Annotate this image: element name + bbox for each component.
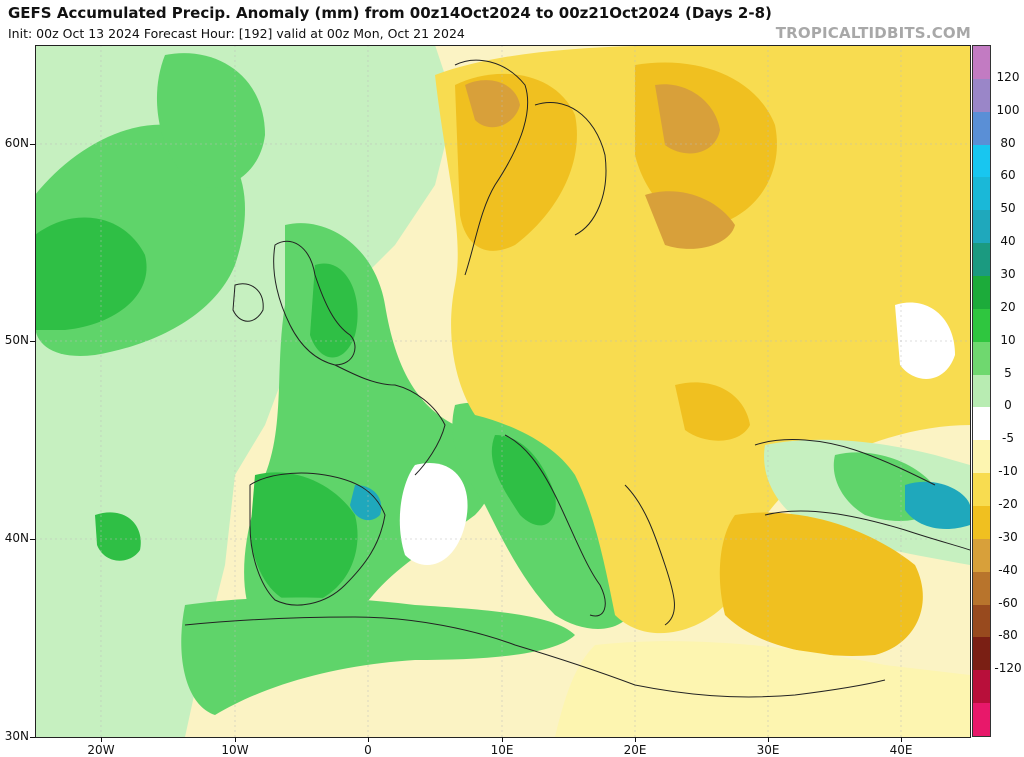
lat-tick bbox=[30, 539, 35, 540]
colorbar-label: 60 bbox=[1000, 168, 1016, 183]
uk-wet-core bbox=[310, 263, 358, 358]
east-europe-dry bbox=[435, 45, 970, 634]
lon-tick bbox=[235, 737, 236, 742]
colorbar-label: 20 bbox=[1000, 299, 1016, 314]
colorbar-segment bbox=[973, 473, 990, 507]
colorbar-label: 0 bbox=[1004, 398, 1012, 413]
italy-wet-core bbox=[491, 435, 556, 526]
balkans-dry bbox=[675, 382, 750, 441]
colorbar-segment bbox=[973, 144, 990, 178]
graticule bbox=[35, 45, 970, 737]
colorbar-label: -60 bbox=[998, 595, 1018, 610]
iberia-wet-core bbox=[250, 472, 358, 605]
colorbar-label: 40 bbox=[1000, 234, 1016, 249]
lat-label: 30N bbox=[4, 729, 29, 743]
colorbar-segment bbox=[973, 276, 990, 310]
colorbar-label: -20 bbox=[998, 497, 1018, 511]
chart-title: GEFS Accumulated Precip. Anomaly (mm) fr… bbox=[8, 4, 772, 22]
atlantic-green-2 bbox=[35, 217, 147, 330]
colorbar-label: 5 bbox=[1004, 365, 1012, 380]
colorbar-segment bbox=[973, 440, 990, 474]
colorbar-segment bbox=[973, 210, 990, 244]
precip-anomaly-map bbox=[35, 45, 970, 737]
coastlines bbox=[184, 59, 970, 698]
neutral-patch-east bbox=[895, 302, 955, 379]
neutral-patch-med bbox=[399, 463, 468, 565]
colorbar bbox=[972, 45, 991, 737]
lat-label: 60N bbox=[4, 136, 29, 150]
colorbar-label: 80 bbox=[1000, 135, 1016, 150]
colorbar-label: 10 bbox=[1000, 332, 1016, 347]
brand-watermark: TROPICALTIDBITS.COM bbox=[775, 24, 971, 42]
lon-tick bbox=[901, 737, 902, 742]
lon-tick bbox=[502, 737, 503, 742]
lat-label: 50N bbox=[4, 333, 29, 347]
colorbar-label: -5 bbox=[1002, 431, 1014, 446]
lon-tick bbox=[368, 737, 369, 742]
colorbar-segment bbox=[973, 703, 990, 737]
lon-label: 20E bbox=[623, 743, 647, 757]
colorbar-segment bbox=[973, 177, 990, 211]
colorbar-segment bbox=[973, 604, 990, 638]
colorbar-label: 50 bbox=[1000, 201, 1016, 216]
lat-tick bbox=[30, 737, 35, 738]
baltic-dry-core bbox=[655, 84, 720, 154]
lat-tick bbox=[30, 341, 35, 342]
chart-subtitle: Init: 00z Oct 13 2024 Forecast Hour: [19… bbox=[8, 26, 465, 41]
atlantic-cell-wet bbox=[95, 512, 141, 561]
colorbar-segment bbox=[973, 538, 990, 573]
colorbar-segment bbox=[973, 670, 990, 704]
colorbar-label: -120 bbox=[994, 661, 1022, 676]
colorbar-segment bbox=[973, 111, 990, 146]
colorbar-label: 30 bbox=[1000, 267, 1016, 281]
colorbar-segment bbox=[973, 46, 990, 80]
north-africa-wet bbox=[181, 597, 575, 715]
colorbar-label: -30 bbox=[998, 529, 1018, 544]
lon-tick bbox=[635, 737, 636, 742]
map-field-svg bbox=[35, 45, 970, 737]
lat-tick bbox=[30, 144, 35, 145]
colorbar-segment bbox=[973, 374, 990, 408]
colorbar-segment bbox=[973, 506, 990, 540]
atlantic-green-3 bbox=[156, 53, 265, 188]
lon-label: 30E bbox=[756, 743, 780, 757]
lon-label: 10E bbox=[490, 743, 514, 757]
colorbar-segment bbox=[973, 407, 990, 441]
lon-tick bbox=[101, 737, 102, 742]
lon-label: 20W bbox=[87, 743, 115, 757]
colorbar-label: 120 bbox=[996, 69, 1020, 84]
colorbar-segment bbox=[973, 637, 990, 671]
scandinavia-dry-core bbox=[465, 80, 520, 128]
colorbar-segment bbox=[973, 78, 990, 113]
turkey-dry bbox=[719, 512, 923, 656]
lon-label: 40E bbox=[889, 743, 913, 757]
colorbar-segment bbox=[973, 308, 990, 343]
colorbar-segment bbox=[973, 571, 990, 606]
colorbar-label: -40 bbox=[998, 562, 1018, 577]
colorbar-label: -80 bbox=[998, 628, 1018, 643]
levant-dry-zone bbox=[555, 641, 970, 737]
lithuania-dry-core bbox=[645, 191, 735, 249]
iberia-wet-peak bbox=[350, 485, 382, 521]
lon-label: 10W bbox=[221, 743, 249, 757]
colorbar-label: 100 bbox=[996, 102, 1020, 117]
lat-label: 40N bbox=[4, 531, 29, 545]
lon-tick bbox=[768, 737, 769, 742]
colorbar-segment bbox=[973, 341, 990, 376]
colorbar-label: -10 bbox=[998, 464, 1018, 479]
georgia-wet-peak bbox=[905, 481, 970, 530]
lon-label: 0 bbox=[364, 743, 372, 757]
colorbar-segment bbox=[973, 243, 990, 277]
